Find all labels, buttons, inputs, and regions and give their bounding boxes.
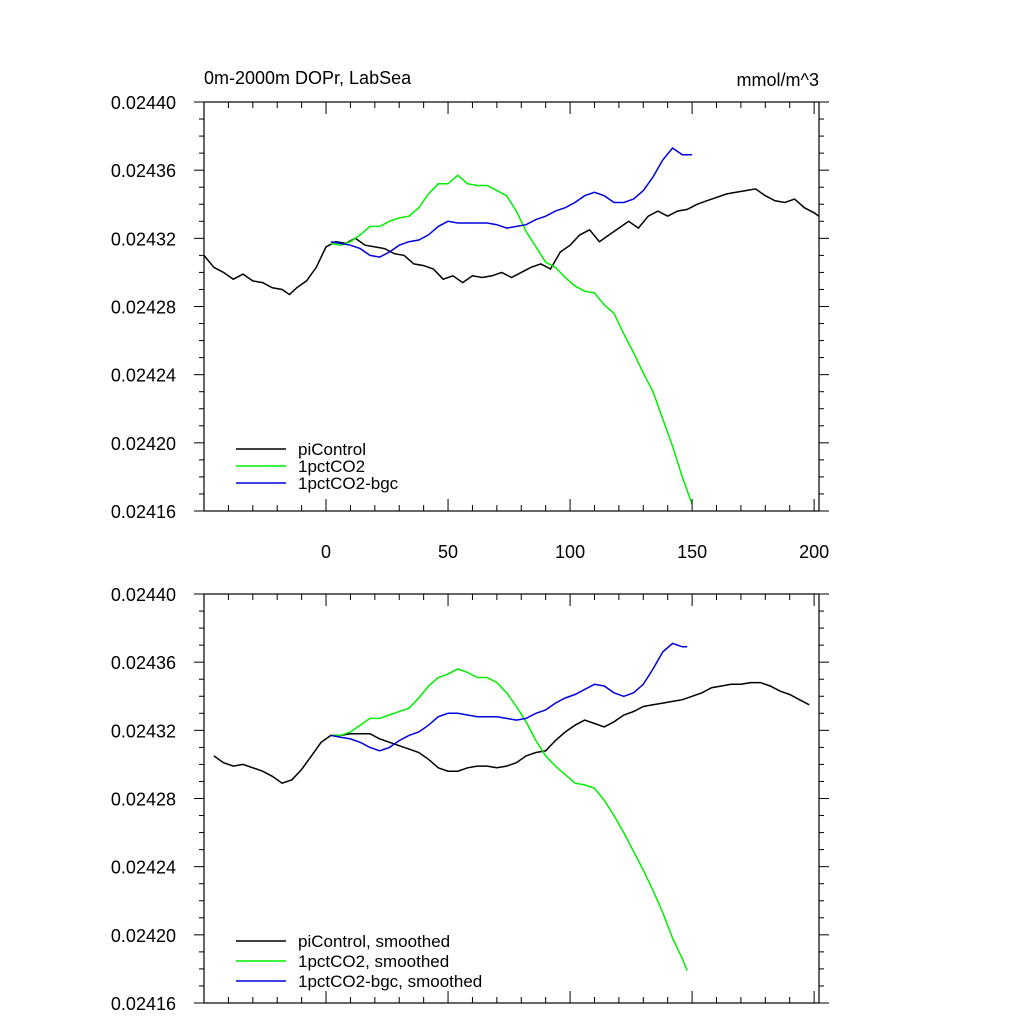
top-series-line-1 — [330, 174, 693, 505]
top-series-line-0 — [203, 188, 820, 296]
top-y-tick-label: 0.02436 — [111, 161, 176, 181]
bottom-legend-label-1: 1pctCO2, smoothed — [298, 952, 449, 971]
top-legend-label-2: 1pctCO2-bgc — [298, 474, 399, 493]
bottom-y-tick-label: 0.02432 — [111, 721, 176, 741]
bottom-y-tick-label: 0.02424 — [111, 858, 176, 878]
bottom-y-tick-label: 0.02436 — [111, 653, 176, 673]
bottom-y-tick-label: 0.02420 — [111, 926, 176, 946]
top-x-tick-label: 200 — [799, 542, 829, 562]
top-y-tick-label: 0.02416 — [111, 502, 176, 522]
top-y-tick-labels: 0.02416 0.02420 0.02424 0.02428 0.02432 0.024… — [111, 93, 176, 522]
bottom-y-tick-labels: 0.02416 0.02420 0.02424 0.02428 0.02432 0.024… — [111, 585, 176, 1014]
top-y-tick-label: 0.02440 — [111, 93, 176, 113]
bottom-plot-frame — [203, 593, 820, 1004]
top-y-tick-label: 0.02428 — [111, 298, 176, 318]
top-x-tick-label: 100 — [555, 542, 585, 562]
bottom-plot-lines — [213, 642, 810, 971]
top-plot-lines — [203, 146, 820, 505]
top-y-tick-label: 0.02424 — [111, 366, 176, 386]
bottom-legend-label-0: piControl, smoothed — [298, 932, 450, 951]
bottom-series-line-0 — [213, 681, 810, 785]
top-panel: 0.02416 0.02420 0.02424 0.02428 0.02432 0.024… — [111, 68, 829, 562]
top-x-tick-label: 150 — [677, 542, 707, 562]
bottom-legend-label-2: 1pctCO2-bgc, smoothed — [298, 972, 482, 991]
bottom-ticks — [194, 593, 829, 1004]
bottom-panel: 0.02416 0.02420 0.02424 0.02428 0.02432 0.024… — [111, 585, 829, 1014]
top-plot-frame — [203, 101, 820, 512]
bottom-series-line-1 — [330, 668, 688, 971]
bottom-y-tick-label: 0.02440 — [111, 585, 176, 605]
top-chart-units: mmol/m^3 — [737, 70, 819, 90]
top-legend-label-0: piControl — [298, 440, 366, 459]
top-x-tick-label: 0 — [321, 542, 331, 562]
top-y-tick-label: 0.02420 — [111, 434, 176, 454]
top-legend-label-1: 1pctCO2 — [298, 457, 365, 476]
top-chart-title: 0m-2000m DOPr, LabSea — [204, 68, 412, 88]
bottom-y-tick-label: 0.02416 — [111, 994, 176, 1014]
top-ticks — [194, 101, 829, 512]
top-x-tick-label: 50 — [438, 542, 458, 562]
top-y-tick-label: 0.02432 — [111, 229, 176, 249]
bottom-series-line-2 — [330, 642, 688, 752]
bottom-y-tick-label: 0.02428 — [111, 790, 176, 810]
top-x-tick-labels: 0 50 100 150 200 — [321, 542, 829, 562]
top-series-line-2 — [330, 146, 693, 258]
